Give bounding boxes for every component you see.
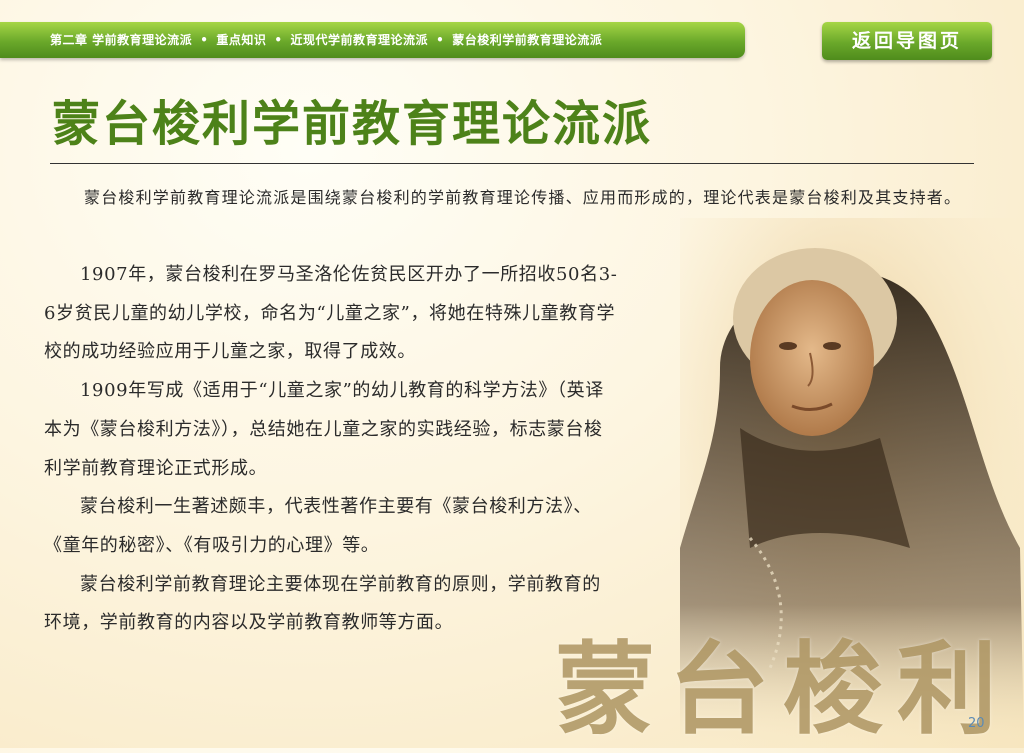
body-text: 1907年，蒙台梭利在罗马圣洛伦佐贫民区开办了一所招收50名3-6岁贫民儿童的幼… [44, 256, 619, 643]
back-to-map-button[interactable]: 返回导图页 [822, 22, 992, 60]
paragraph-theory-aspects: 蒙台梭利学前教育理论主要体现在学前教育的原则，学前教育的环境，学前教育的内容以及… [44, 573, 601, 634]
paragraph-1909-method: 1909年写成《适用于“儿童之家”的幼儿教育的科学方法》（英译本为《蒙台梭利方法… [44, 380, 604, 479]
montessori-portrait [680, 218, 1024, 748]
montessori-watermark: 蒙台梭利 [555, 631, 1011, 748]
breadcrumb-item-modern-schools[interactable]: 近现代学前教育理论流派 [290, 33, 429, 47]
breadcrumb-separator: • [436, 33, 445, 47]
breadcrumb-item-chapter[interactable]: 第二章 学前教育理论流派 [50, 33, 193, 47]
intro-paragraph: 蒙台梭利学前教育理论流派是围绕蒙台梭利的学前教育理论传播、应用而形成的，理论代表… [84, 188, 962, 207]
paragraph-1907-childrens-house: 1907年，蒙台梭利在罗马圣洛伦佐贫民区开办了一所招收50名3-6岁贫民儿童的幼… [44, 264, 618, 363]
breadcrumb-bar: 第二章 学前教育理论流派 • 重点知识 • 近现代学前教育理论流派 • 蒙台梭利学前教育理论… [0, 22, 745, 58]
breadcrumb-item-montessori: 蒙台梭利学前教育理论流派 [452, 33, 603, 47]
title-divider [50, 163, 974, 164]
page-number: 20 [968, 716, 985, 731]
breadcrumb-separator: • [274, 33, 283, 47]
breadcrumb-separator: • [200, 33, 209, 47]
breadcrumb-item-key-points[interactable]: 重点知识 [216, 33, 267, 47]
paragraph-works: 蒙台梭利一生著述颇丰，代表性著作主要有《蒙台梭利方法》、《童年的秘密》、《有吸引… [44, 496, 592, 556]
breadcrumb: 第二章 学前教育理论流派 • 重点知识 • 近现代学前教育理论流派 • 蒙台梭利学前教育理论… [50, 22, 602, 58]
page-title: 蒙台梭利学前教育理论流派 [52, 96, 653, 152]
